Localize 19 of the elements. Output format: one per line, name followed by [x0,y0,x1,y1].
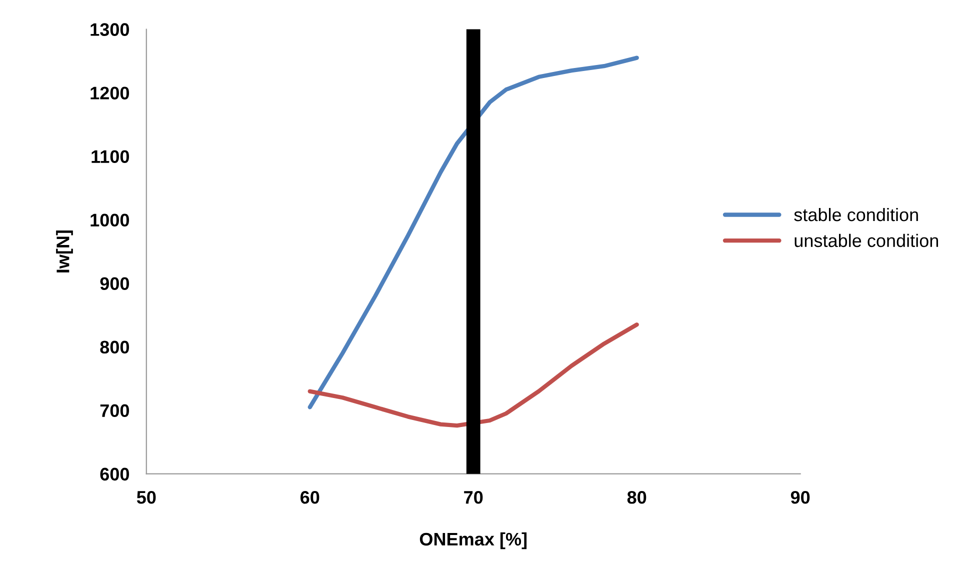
y-tick-label: 1200 [90,86,129,100]
legend-label: unstable condition [794,234,938,248]
y-tick-label: 1100 [92,150,129,163]
line-series [308,322,639,428]
x-tick-label: 50 [136,490,156,504]
x-tick-label: 60 [300,490,320,504]
y-tick-label: 1300 [90,23,129,36]
x-tick-label: 80 [627,490,646,504]
y-tick-label: 800 [100,340,129,354]
y-tick-label: 900 [100,277,129,290]
x-tick-label: 70 [464,490,483,504]
line-series [308,56,639,410]
y-tick-label: 600 [100,468,129,481]
x-axis-title: ONEmax [%] [420,532,527,550]
y-tick-label: 700 [100,404,129,418]
y-axis-title: Iw[N] [56,230,73,272]
x-tick-label: 90 [790,490,810,504]
legend-label: stable condition [794,208,918,222]
y-tick-label: 1000 [90,214,129,227]
